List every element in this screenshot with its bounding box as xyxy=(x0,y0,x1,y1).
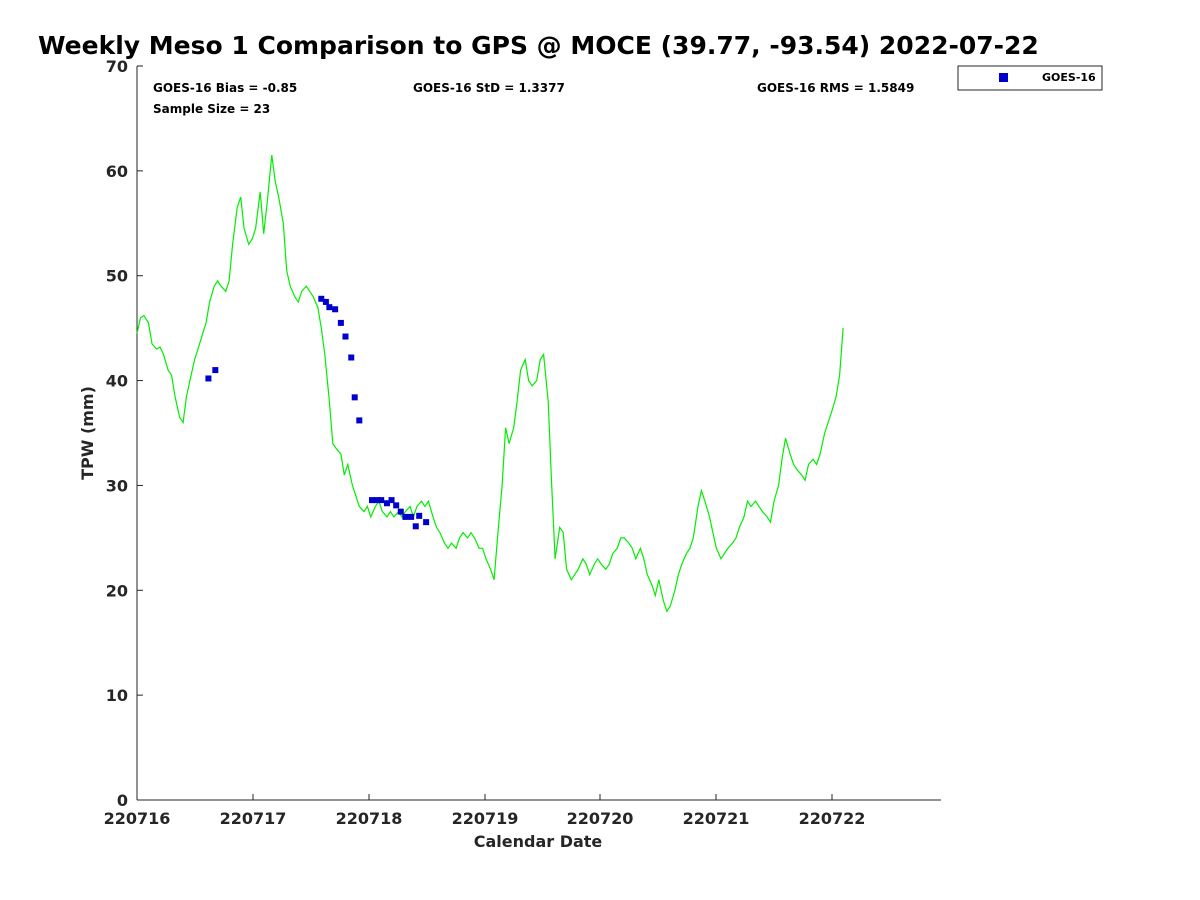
x-tick-label: 220716 xyxy=(104,809,171,828)
goes-point xyxy=(342,333,349,340)
y-tick-label: 10 xyxy=(106,686,128,705)
goes-point xyxy=(416,512,423,519)
legend: GOES-16 xyxy=(957,65,1103,91)
goes-point xyxy=(408,513,415,520)
stat-rms: GOES-16 RMS = 1.5849 xyxy=(757,81,914,95)
goes-point xyxy=(205,375,212,382)
x-tick-label: 220718 xyxy=(336,809,403,828)
x-tick-label: 220722 xyxy=(799,809,866,828)
goes-point xyxy=(322,298,329,305)
x-tick-label: 220720 xyxy=(567,809,634,828)
legend-box xyxy=(957,65,1103,91)
y-tick-label: 50 xyxy=(106,267,128,286)
goes-point xyxy=(337,319,344,326)
plot-area: 0 10 20 30 40 50 60 70 220716 220717 220718 220719… xyxy=(104,57,941,828)
chart-title: Weekly Meso 1 Comparison to GPS @ MOCE (… xyxy=(38,31,1039,60)
goes-point xyxy=(383,500,390,507)
y-ticks: 0 10 20 30 40 50 60 70 xyxy=(106,57,143,810)
gps-line-group xyxy=(136,155,844,613)
goes-point xyxy=(351,394,358,401)
y-tick-label: 30 xyxy=(106,476,128,495)
x-tick-label: 220721 xyxy=(683,809,750,828)
x-tick-label: 220719 xyxy=(452,809,519,828)
goes-point xyxy=(368,497,375,504)
y-tick-label: 20 xyxy=(106,581,128,600)
goes-points xyxy=(205,295,430,530)
x-ticks: 220716 220717 220718 220719 220720 220721 2207… xyxy=(104,794,866,828)
goes-point xyxy=(402,513,409,520)
legend-goes-label: GOES-16 xyxy=(1042,71,1096,84)
goes-point xyxy=(212,367,219,374)
y-tick-label: 70 xyxy=(106,57,128,76)
goes-point xyxy=(423,519,430,526)
goes-point xyxy=(348,354,355,361)
goes-point xyxy=(326,304,333,311)
goes-point xyxy=(373,497,380,504)
x-tick-label: 220717 xyxy=(220,809,287,828)
stat-std: GOES-16 StD = 1.3377 xyxy=(413,81,565,95)
goes-point xyxy=(393,502,400,509)
goes-point xyxy=(397,508,404,515)
goes-point xyxy=(378,497,385,504)
y-tick-label: 0 xyxy=(117,791,128,810)
y-axis-label: TPW (mm) xyxy=(78,386,97,480)
goes-point xyxy=(388,497,395,504)
goes-point xyxy=(332,306,339,313)
goes-point xyxy=(318,295,325,302)
gps-series-line xyxy=(136,155,844,613)
goes-point xyxy=(412,523,419,530)
x-axis-label: Calendar Date xyxy=(474,832,603,851)
legend-goes-marker xyxy=(999,73,1008,82)
stat-bias: GOES-16 Bias = -0.85 xyxy=(153,81,297,95)
y-tick-label: 60 xyxy=(106,162,128,181)
y-tick-label: 40 xyxy=(106,372,128,391)
goes-point xyxy=(356,417,363,424)
stat-sample-size: Sample Size = 23 xyxy=(153,102,270,116)
